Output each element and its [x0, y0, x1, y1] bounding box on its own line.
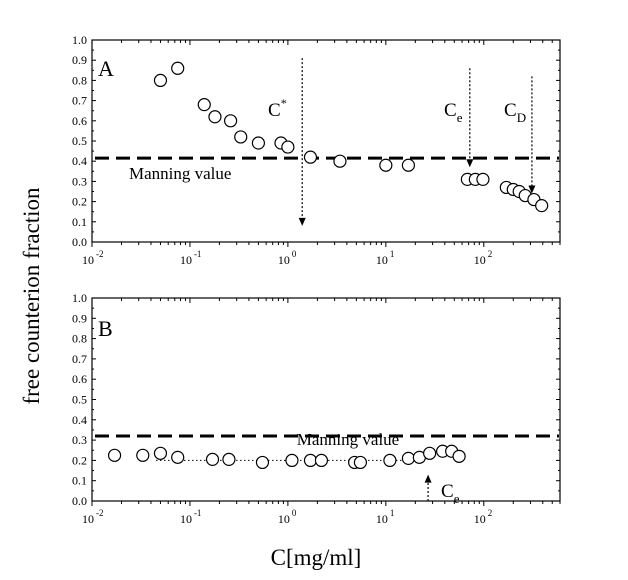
panel-a-x-tick-label: 10 — [278, 253, 290, 267]
panel-a-y-tick-label: 0.9 — [72, 53, 87, 67]
panel-a-y-tick-label: 0.4 — [72, 154, 87, 168]
panel-b-y-tick-label: 0.9 — [72, 311, 87, 325]
panel-b-data-point — [383, 453, 397, 467]
panel-a-annotation-label: CD — [504, 100, 526, 125]
panel-b-x-tick-exponent: 2 — [488, 508, 493, 518]
panel-b-data-point — [303, 453, 318, 467]
panel-a-x-tick-exponent: 1 — [390, 249, 395, 259]
panel-a-data-point — [535, 199, 549, 213]
panel-a-data-point — [197, 98, 211, 112]
panel-a-x-tick-exponent: 2 — [488, 249, 493, 259]
panel-a-x-tick-label: 10 — [376, 253, 388, 267]
panel-a-annotation-label: C* — [268, 96, 287, 121]
panel-a-x-tick-exponent: -2 — [96, 249, 104, 259]
panel-b-manning-label: Manning value — [297, 430, 399, 449]
panel-a-annotation-arrowhead — [466, 159, 474, 168]
panel-a-data-point — [251, 136, 266, 150]
panel-b-y-tick-label: 0.1 — [72, 474, 87, 488]
panel-b-x-tick-exponent: -1 — [194, 508, 202, 518]
panel-b-frame — [91, 297, 561, 502]
panel-b-annotation-arrowhead — [424, 474, 432, 483]
panel-a-manning-label: Manning value — [129, 164, 231, 183]
panel-a-data-point — [153, 73, 168, 88]
panel-b-data-point — [452, 449, 466, 463]
panel-b-x-tick-label: 10 — [278, 512, 290, 526]
panel-a-y-tick-label: 1.0 — [72, 33, 87, 47]
panel-a-x-tick-exponent: -1 — [194, 249, 202, 259]
panel-b-data-point — [153, 446, 168, 460]
panel-b-data-point — [171, 450, 185, 464]
panel-a-y-tick-label: 0.8 — [72, 73, 87, 87]
panel-b-data-point — [353, 455, 368, 470]
panel-b-y-tick-label: 0.8 — [72, 332, 87, 346]
panel-b-y-tick-label: 1.0 — [72, 291, 87, 305]
panel-b-x-tick-exponent: 1 — [390, 508, 395, 518]
panel-a-x-tick-exponent: 0 — [292, 249, 297, 259]
panel-a-annotation-arrowhead — [528, 185, 536, 194]
panel-b-x-tick-label: 10 — [474, 512, 486, 526]
panel-b-data-point — [255, 455, 270, 470]
panel-b-y-tick-label: 0.6 — [72, 372, 87, 386]
panel-a-data-point — [281, 140, 295, 154]
panel-b-data-point — [222, 452, 236, 466]
panel-a-data-point — [171, 61, 185, 75]
y-axis-title: free counterion fraction — [19, 187, 44, 405]
panel-a-data-point — [234, 130, 248, 144]
panel-a-data-point — [208, 110, 222, 124]
panel-a-y-tick-label: 0.1 — [72, 215, 87, 229]
panel-a-y-tick-label: 0.7 — [72, 94, 87, 108]
panel-b-data-point — [205, 452, 220, 466]
panel-b-y-tick-label: 0.5 — [72, 393, 87, 407]
panel-a: 0.00.10.20.30.40.50.60.70.80.91.010 -2 10-… — [72, 33, 561, 267]
panel-a-y-tick-label: 0.5 — [72, 134, 87, 148]
panel-a-annotation-arrowhead — [298, 217, 306, 226]
panel-b-label: B — [98, 316, 113, 341]
panel-a-y-tick-label: 0.2 — [72, 195, 87, 209]
panel-a-label: A — [98, 56, 114, 81]
panel-a-data-point — [379, 158, 393, 172]
panel-a-x-tick-label: 10 — [82, 253, 94, 267]
panel-b-y-tick-label: 0.0 — [72, 494, 87, 508]
panel-b-data-point — [107, 448, 122, 462]
panel-b: 0.00.10.20.30.40.50.60.70.80.91.010 -2 10-… — [72, 291, 561, 526]
panel-a-frame — [91, 39, 561, 243]
panel-b-y-tick-label: 0.3 — [72, 433, 87, 447]
panel-a-data-point — [401, 158, 416, 172]
panel-b-x-tick-label: 10 — [376, 512, 388, 526]
panel-b-data-point — [401, 451, 416, 465]
panel-a-data-point — [303, 150, 318, 164]
panel-a-data-point — [476, 172, 490, 186]
panel-b-data-point — [136, 448, 150, 462]
panel-a-data-point — [333, 154, 347, 168]
panel-b-x-tick-label: 10 — [82, 512, 94, 526]
panel-b-annotation-label: Ce — [441, 481, 460, 506]
panel-b-x-tick-exponent: -2 — [96, 508, 104, 518]
panel-a-y-tick-label: 0.3 — [72, 174, 87, 188]
panel-a-x-tick-label: 10 — [180, 253, 192, 267]
panel-b-x-tick-exponent: 0 — [292, 508, 297, 518]
panel-b-y-tick-label: 0.7 — [72, 352, 87, 366]
x-axis-title: C[mg/ml] — [271, 545, 362, 570]
panel-b-data-point — [314, 453, 329, 467]
panel-a-y-tick-label: 0.6 — [72, 114, 87, 128]
panel-b-x-tick-label: 10 — [180, 512, 192, 526]
panel-b-y-tick-label: 0.2 — [72, 453, 87, 467]
panel-b-y-tick-label: 0.4 — [72, 413, 87, 427]
panel-a-data-point — [223, 114, 238, 128]
panel-a-y-tick-label: 0.0 — [72, 235, 87, 249]
panel-a-annotation-label: Ce — [444, 100, 463, 125]
panel-a-x-tick-label: 10 — [474, 253, 486, 267]
panel-b-data-point — [285, 453, 299, 467]
panel-b-data-point — [423, 446, 437, 460]
